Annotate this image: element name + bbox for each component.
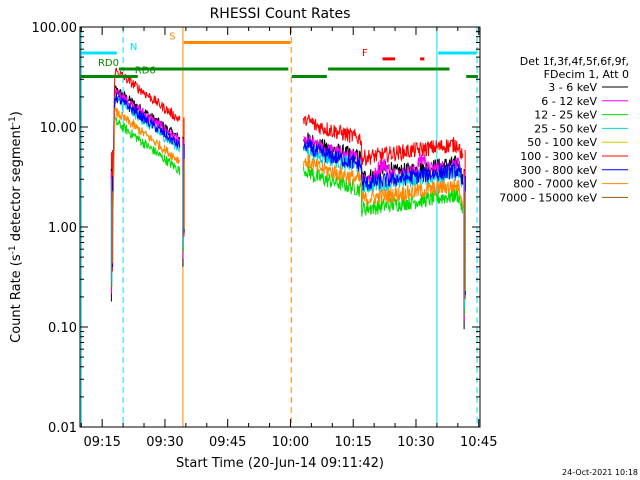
flag-label-5: RD0	[98, 58, 119, 69]
y-axis-label: Count Rate (s-1 detector segment-1)	[8, 111, 24, 343]
x-tick-label-4: 10:15	[334, 435, 371, 450]
x-tick-label-6: 10:45	[460, 435, 497, 450]
flag-label-0: N	[130, 42, 137, 53]
series-line-6-1	[303, 139, 464, 191]
y-axis: 0.01 0.10 1.00 10.00 100.00	[32, 21, 480, 436]
legend-header-2: FDecim 1, Att 0	[544, 68, 629, 81]
legend: Det 1f,3f,4f,5f,6f,9f,FDecim 1, Att 03 -…	[499, 55, 629, 204]
legend-label-7: 800 - 7000 keV	[513, 178, 597, 191]
series-line-7-0	[110, 107, 181, 272]
series-line-6-0	[110, 92, 181, 263]
flag-label-2: S	[169, 31, 175, 42]
legend-label-2: 12 - 25 keV	[534, 109, 597, 122]
y-tick-label-3: 10.00	[40, 121, 77, 136]
footer-date: 24-Oct-2021 10:18	[562, 468, 638, 477]
legend-label-4: 50 - 100 keV	[527, 136, 597, 149]
series-line-5-1	[303, 114, 464, 167]
legend-label-1: 6 - 12 keV	[541, 95, 597, 108]
series-line-7-1	[303, 154, 464, 208]
legend-label-0: 3 - 6 keV	[548, 81, 597, 94]
legend-header-1: Det 1f,3f,4f,5f,6f,9f,	[520, 55, 629, 68]
series-line-1-0	[110, 88, 180, 263]
flag-label-7: RD6	[135, 65, 156, 76]
plot-area: N S F RD0 RD6	[80, 27, 478, 427]
y-tick-label-4: 100.00	[32, 21, 78, 36]
legend-label-5: 100 - 300 keV	[520, 150, 597, 163]
x-tick-label-3: 10:00	[272, 435, 309, 450]
x-axis: 09:15 09:30 09:45 10:00 10:15 10:30 10:45	[80, 27, 497, 450]
y-tick-label-0: 0.01	[48, 421, 77, 436]
legend-label-8: 7000 - 15000 keV	[499, 191, 597, 204]
x-tick-label-5: 10:30	[397, 435, 434, 450]
y-tick-label-2: 1.00	[48, 221, 77, 236]
y-tick-label-1: 0.10	[48, 321, 77, 336]
x-axis-label: Start Time (20-Jun-14 09:11:42)	[176, 456, 384, 471]
x-tick-label-2: 09:45	[209, 435, 246, 450]
series-line-1-1	[303, 135, 464, 187]
x-tick-label-1: 09:30	[146, 435, 183, 450]
series-line-2-1	[303, 164, 464, 217]
x-tick-label-0: 09:15	[83, 435, 120, 450]
legend-label-6: 300 - 800 keV	[520, 164, 597, 177]
chart-title: RHESSI Count Rates	[210, 6, 351, 22]
legend-label-3: 25 - 50 keV	[534, 122, 597, 135]
flag-label-3: F	[362, 48, 368, 59]
series-line-2-0	[110, 116, 181, 275]
